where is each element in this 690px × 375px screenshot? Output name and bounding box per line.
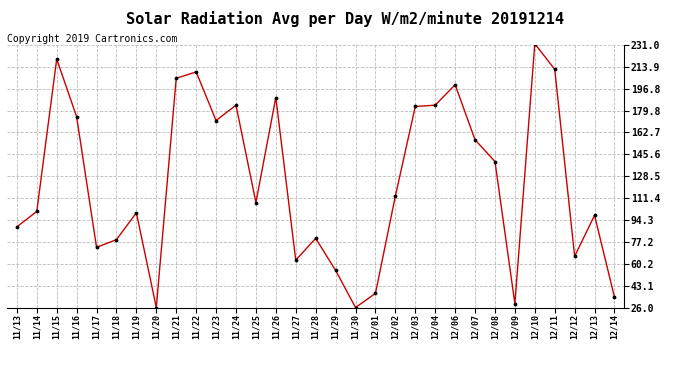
Text: Radiation (W/m2/Minute): Radiation (W/m2/Minute): [480, 32, 614, 42]
Text: Copyright 2019 Cartronics.com: Copyright 2019 Cartronics.com: [7, 34, 177, 44]
Text: Solar Radiation Avg per Day W/m2/minute 20191214: Solar Radiation Avg per Day W/m2/minute …: [126, 11, 564, 27]
